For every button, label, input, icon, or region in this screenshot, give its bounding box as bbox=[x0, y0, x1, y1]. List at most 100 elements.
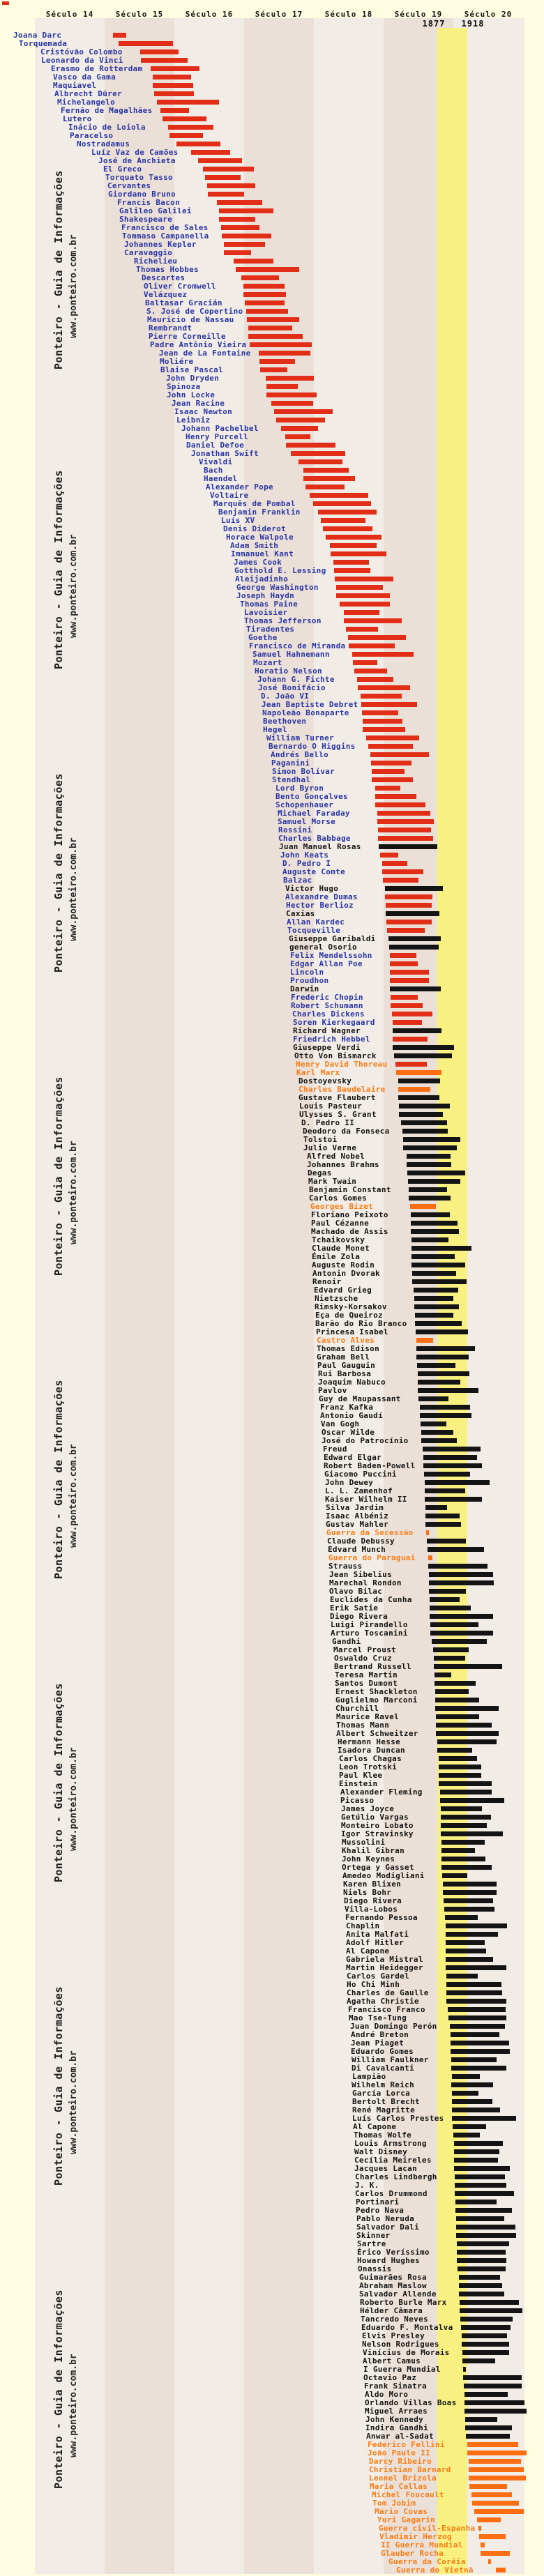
person-name[interactable]: Chaplin bbox=[346, 1921, 380, 1930]
person-name[interactable]: Paracelso bbox=[70, 131, 114, 140]
person-name[interactable]: Edvard Munch bbox=[328, 1545, 386, 1554]
person-name[interactable]: Paul Gauguin bbox=[317, 1361, 376, 1370]
person-name[interactable]: Felix Mendelssohn bbox=[290, 951, 372, 960]
person-name[interactable]: Simon Bolívar bbox=[272, 767, 335, 776]
person-name[interactable]: Leibniz bbox=[176, 416, 211, 425]
person-name[interactable]: Gustav Mahler bbox=[326, 1520, 388, 1529]
person-name[interactable]: Ulysses S. Grant bbox=[299, 1110, 377, 1119]
person-name[interactable]: Albert Schweitzer bbox=[336, 1729, 418, 1738]
person-name[interactable]: Gabriela Mistral bbox=[346, 1955, 423, 1964]
person-name[interactable]: Leon Trotski bbox=[339, 1762, 398, 1771]
person-name[interactable]: Albert Camus bbox=[363, 2356, 421, 2365]
person-name[interactable]: Robert Schumann bbox=[291, 1001, 363, 1010]
person-name[interactable]: Thomas Paine bbox=[240, 600, 299, 609]
person-name[interactable]: Immanuel Kant bbox=[231, 549, 294, 558]
event-name[interactable]: Guerra da Coréia bbox=[388, 2557, 466, 2566]
person-name[interactable]: Auguste Comte bbox=[282, 867, 345, 876]
person-name[interactable]: Van Gogh bbox=[321, 1419, 360, 1428]
person-name[interactable]: Tolstoi bbox=[303, 1135, 338, 1144]
person-name[interactable]: Tiradentes bbox=[246, 625, 295, 634]
person-name[interactable]: Thomas Jefferson bbox=[244, 616, 322, 625]
person-name[interactable]: Picasso bbox=[340, 1796, 375, 1805]
person-name[interactable]: Khalil Gibran bbox=[342, 1846, 405, 1855]
person-name[interactable]: Frederic Chopin bbox=[291, 993, 363, 1002]
person-name[interactable]: Al Capone bbox=[346, 1946, 390, 1956]
person-name[interactable]: Hector Berlioz bbox=[286, 901, 354, 910]
person-name[interactable]: Descartes bbox=[142, 273, 186, 282]
person-name[interactable]: Torquemada bbox=[19, 39, 68, 48]
person-name[interactable]: Agatha Christie bbox=[347, 1997, 419, 2006]
person-name[interactable]: Henry Purcell bbox=[186, 432, 248, 441]
person-name[interactable]: Glauber Rocha bbox=[381, 2549, 444, 2558]
person-name[interactable]: Onassis bbox=[358, 2264, 392, 2273]
person-name[interactable]: Friedrich Hebbel bbox=[293, 1035, 370, 1044]
person-name[interactable]: André Breton bbox=[351, 2030, 409, 2039]
person-name[interactable]: Jean Sibelius bbox=[329, 1570, 392, 1579]
person-name[interactable]: Rimsky-Korsakov bbox=[315, 1302, 387, 1311]
person-name[interactable]: Johann Pachelbel bbox=[181, 424, 259, 433]
person-name[interactable]: Stendhal bbox=[272, 775, 311, 784]
person-name[interactable]: Marquês de Pombal bbox=[213, 499, 296, 508]
person-name[interactable]: Fernão de Magalhães bbox=[61, 106, 153, 115]
person-name[interactable]: Goethe bbox=[248, 633, 278, 642]
person-name[interactable]: Al Capone bbox=[353, 2122, 397, 2131]
person-name[interactable]: John Keynes bbox=[342, 1854, 395, 1864]
person-name[interactable]: Villa-Lobos bbox=[345, 1905, 398, 1914]
person-name[interactable]: Jonathan Swift bbox=[191, 449, 259, 458]
person-name[interactable]: Jean Baptiste Debret bbox=[262, 700, 358, 709]
person-name[interactable]: Alexander Fleming bbox=[340, 1788, 423, 1797]
person-name[interactable]: Ortega y Gasset bbox=[342, 1863, 414, 1872]
person-name[interactable]: Tocqueville bbox=[287, 926, 341, 935]
person-name[interactable]: Eduardo F. Montalva bbox=[361, 2323, 453, 2332]
person-name[interactable]: Albrecht Dürer bbox=[54, 89, 122, 98]
person-name[interactable]: Carlos Chagas bbox=[339, 1754, 402, 1763]
person-name[interactable]: Lampião bbox=[352, 2072, 386, 2081]
person-name[interactable]: Vasco da Gama bbox=[53, 73, 116, 82]
person-name[interactable]: Caxias bbox=[286, 909, 315, 918]
person-name[interactable]: Jacques Lacan bbox=[354, 2164, 417, 2173]
person-name[interactable]: Miguel Arraes bbox=[365, 2407, 428, 2416]
person-name[interactable]: Antonin Dvorak bbox=[312, 1269, 380, 1278]
person-name[interactable]: René Magritte bbox=[352, 2105, 415, 2114]
person-name[interactable]: Maria Callas bbox=[370, 2482, 428, 2491]
person-name[interactable]: Gandhi bbox=[332, 1637, 361, 1646]
person-name[interactable]: Juan Manuel Rosas bbox=[279, 842, 361, 851]
event-name[interactable]: Guerra da Secessão bbox=[326, 1528, 414, 1537]
person-name[interactable]: Jean de La Fontaine bbox=[159, 349, 251, 358]
person-name[interactable]: Denis Diderot bbox=[223, 524, 286, 533]
person-name[interactable]: Richard Wagner bbox=[293, 1026, 361, 1035]
person-name[interactable]: Luigi Pirandello bbox=[331, 1620, 408, 1629]
person-name[interactable]: Napoleão Bonaparte bbox=[262, 708, 349, 717]
person-name[interactable]: Paul Cézanne bbox=[311, 1219, 370, 1228]
person-name[interactable]: Spinoza bbox=[167, 382, 201, 391]
person-name[interactable]: Julio Verne bbox=[303, 1143, 357, 1152]
person-name[interactable]: Skinner bbox=[356, 2231, 391, 2240]
person-name[interactable]: Diego Rivera bbox=[344, 1896, 402, 1905]
person-name[interactable]: Daniel Defoe bbox=[186, 441, 245, 450]
person-name[interactable]: José do Patrocínio bbox=[322, 1436, 409, 1445]
person-name[interactable]: Rossini bbox=[278, 825, 312, 834]
person-name[interactable]: Gustave Flaubert bbox=[299, 1093, 376, 1102]
person-name[interactable]: Floriano Peixoto bbox=[311, 1210, 388, 1219]
person-name[interactable]: Charles Lindbergh bbox=[355, 2172, 437, 2181]
person-name[interactable]: Edgar Allan Poe bbox=[290, 959, 363, 968]
person-name[interactable]: Mark Twain bbox=[308, 1177, 357, 1186]
person-name[interactable]: Maurice Ravel bbox=[336, 1712, 399, 1721]
person-name[interactable]: Joana Darc bbox=[13, 31, 62, 40]
person-name[interactable]: García Lorca bbox=[352, 2089, 411, 2098]
person-name[interactable]: Giordano Bruno bbox=[108, 190, 176, 199]
person-name[interactable]: Victor Hugo bbox=[285, 884, 339, 893]
person-name[interactable]: Olavo Bilac bbox=[329, 1587, 383, 1596]
person-name[interactable]: Jean Racine bbox=[172, 399, 225, 408]
person-name[interactable]: Franz Kafka bbox=[320, 1403, 374, 1412]
person-name[interactable]: Howard Hughes bbox=[357, 2256, 420, 2265]
person-name[interactable]: Anita Malfati bbox=[346, 1930, 409, 1939]
person-name[interactable]: Carlos Gardel bbox=[347, 1972, 409, 1981]
person-name[interactable]: D. Pedro I bbox=[282, 859, 331, 868]
person-name[interactable]: Teresa Martin bbox=[335, 1670, 398, 1679]
person-name[interactable]: Carlos Gomes bbox=[309, 1194, 368, 1203]
person-name[interactable]: Horace Walpole bbox=[226, 533, 294, 542]
person-name[interactable]: Giuseppe Garibaldi bbox=[289, 934, 376, 943]
person-name[interactable]: José de Anchieta bbox=[98, 156, 176, 165]
person-name[interactable]: Bertolt Brecht bbox=[352, 2097, 420, 2106]
